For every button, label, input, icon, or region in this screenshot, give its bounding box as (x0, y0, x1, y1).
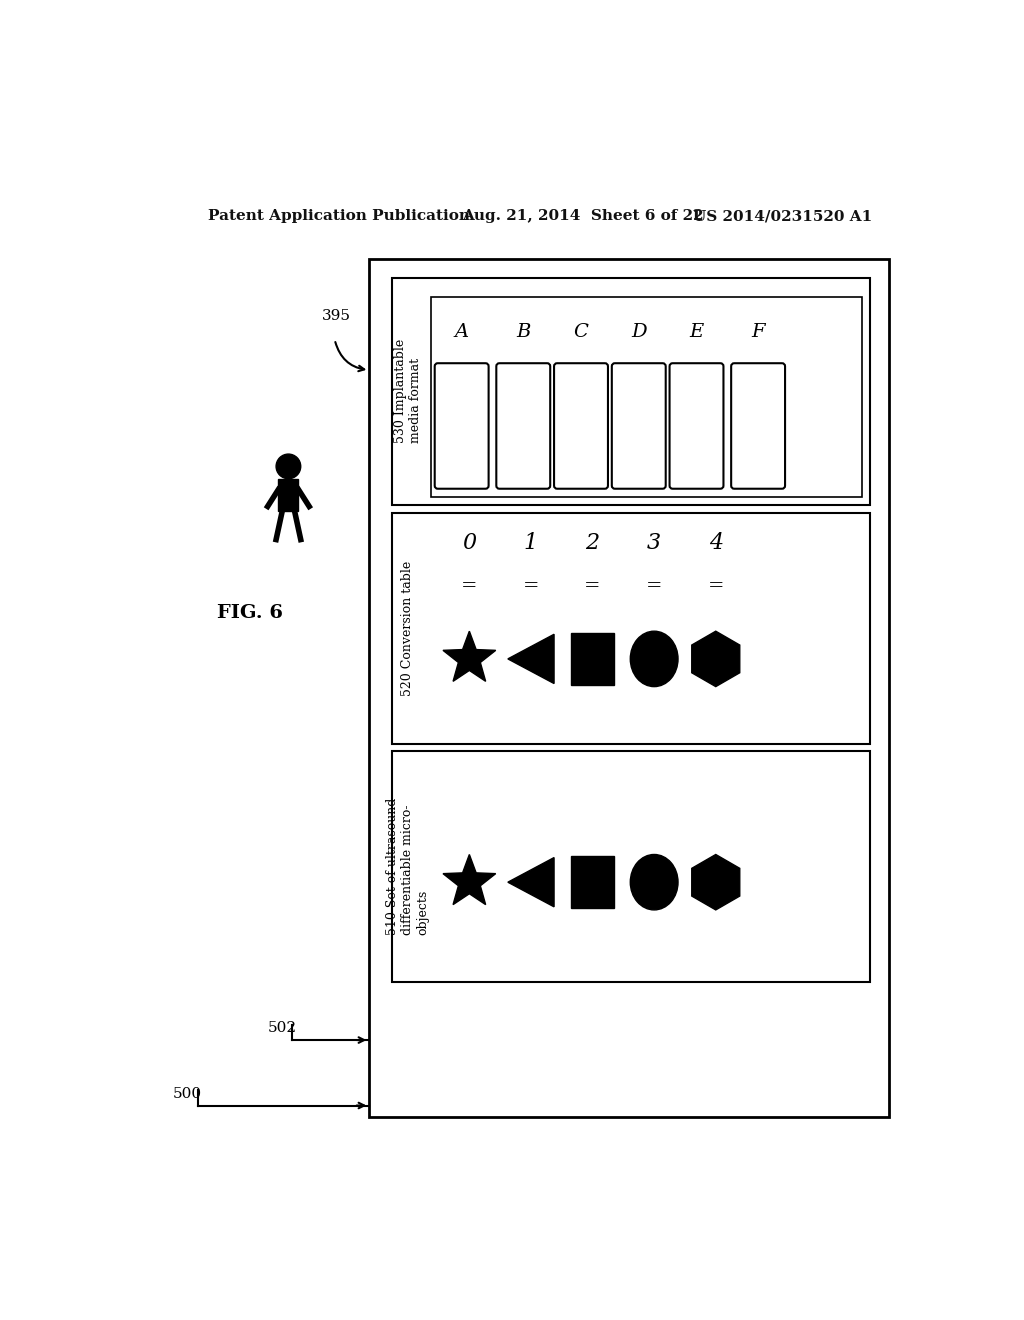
Text: 2: 2 (586, 532, 600, 554)
Text: =: = (461, 577, 477, 595)
Bar (571, 857, 614, 908)
Polygon shape (692, 631, 739, 686)
Bar (392, 277, 869, 506)
Text: =: = (708, 577, 724, 595)
Text: =: = (646, 577, 663, 595)
Text: 502: 502 (267, 1022, 297, 1035)
Bar (392, 751, 869, 982)
Text: 520 Conversion table: 520 Conversion table (401, 561, 415, 696)
Bar (392, 512, 869, 743)
Text: 1: 1 (524, 532, 538, 554)
Polygon shape (443, 631, 496, 681)
Text: 530 Implantable
media format: 530 Implantable media format (394, 339, 422, 444)
Polygon shape (508, 635, 554, 684)
FancyBboxPatch shape (554, 363, 608, 488)
Ellipse shape (631, 854, 678, 909)
Bar (571, 632, 614, 685)
FancyBboxPatch shape (611, 363, 666, 488)
Bar (279, 479, 298, 511)
Polygon shape (692, 854, 739, 909)
Text: F: F (752, 322, 765, 341)
Text: FIG. 6: FIG. 6 (217, 603, 283, 622)
Bar (370, 259, 889, 1117)
Text: D: D (631, 322, 646, 341)
Text: 500: 500 (173, 1086, 202, 1101)
Text: E: E (689, 322, 703, 341)
Text: 395: 395 (322, 309, 350, 323)
Text: Patent Application Publication: Patent Application Publication (208, 209, 470, 223)
Ellipse shape (631, 631, 678, 686)
Text: 3: 3 (647, 532, 662, 554)
Bar (431, 297, 862, 498)
Text: 0: 0 (462, 532, 476, 554)
FancyBboxPatch shape (435, 363, 488, 488)
Text: C: C (573, 322, 589, 341)
Text: =: = (522, 577, 540, 595)
Text: Aug. 21, 2014  Sheet 6 of 22: Aug. 21, 2014 Sheet 6 of 22 (462, 209, 703, 223)
Text: 510 Set of ultrasound
differentiable micro-
objects: 510 Set of ultrasound differentiable mic… (386, 799, 429, 936)
Text: B: B (516, 322, 530, 341)
Circle shape (276, 454, 301, 479)
Polygon shape (508, 858, 554, 907)
Text: =: = (585, 577, 601, 595)
FancyBboxPatch shape (497, 363, 550, 488)
Polygon shape (443, 854, 496, 904)
Text: 4: 4 (709, 532, 723, 554)
FancyBboxPatch shape (670, 363, 724, 488)
Text: A: A (455, 322, 469, 341)
Text: US 2014/0231520 A1: US 2014/0231520 A1 (692, 209, 871, 223)
FancyBboxPatch shape (731, 363, 785, 488)
